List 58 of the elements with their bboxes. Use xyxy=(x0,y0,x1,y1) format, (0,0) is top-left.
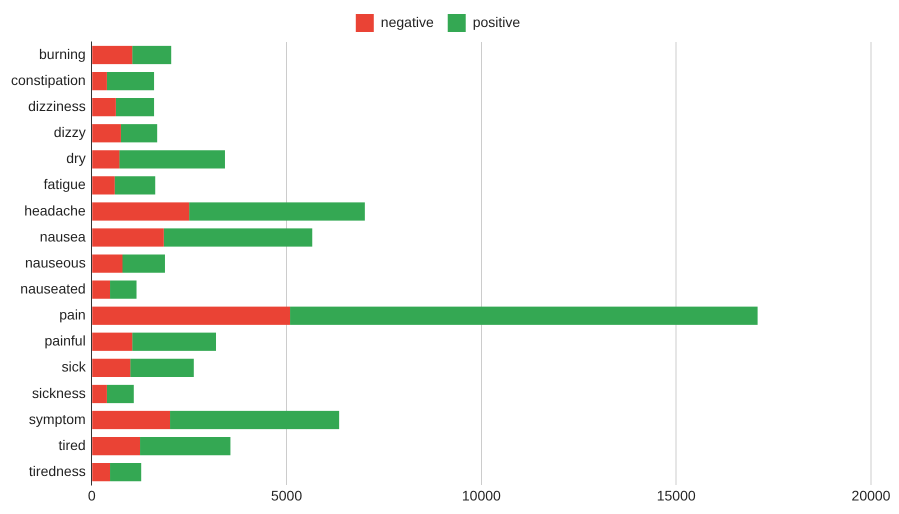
bar xyxy=(92,98,116,116)
y-tick-label: headache xyxy=(24,202,86,218)
bar xyxy=(120,124,158,142)
y-tick-label: nauseous xyxy=(25,254,86,270)
bar xyxy=(92,332,132,351)
y-tick-label: fatigue xyxy=(44,176,86,192)
x-tick-label: 5000 xyxy=(270,487,302,504)
y-tick-label: sick xyxy=(62,358,87,375)
x-tick-label: 20000 xyxy=(852,487,891,504)
y-tick-label: pain xyxy=(59,306,86,323)
y-tick-label: burning xyxy=(39,46,86,62)
bar xyxy=(140,436,230,456)
y-tick-label: tiredness xyxy=(28,463,86,480)
bar xyxy=(130,358,194,378)
y-tick-label: nauseated xyxy=(20,280,86,297)
bar xyxy=(290,306,758,325)
y-tick-label: dry xyxy=(66,150,86,166)
bar xyxy=(119,150,225,168)
bar xyxy=(92,124,121,142)
y-tick-label: sickness xyxy=(32,384,86,401)
x-tick-label: 15000 xyxy=(656,487,696,504)
y-tick-label: nausea xyxy=(40,228,86,244)
bar xyxy=(92,254,122,273)
bar xyxy=(110,280,137,299)
bar xyxy=(189,202,365,221)
bar xyxy=(116,98,154,116)
bar xyxy=(92,436,140,456)
bar xyxy=(110,463,142,482)
x-tick-label: 10000 xyxy=(462,487,502,504)
bar xyxy=(106,384,134,404)
bar xyxy=(92,46,132,64)
bar xyxy=(92,228,164,247)
y-tick-label: dizzy xyxy=(54,124,86,140)
bar xyxy=(92,306,290,325)
bar xyxy=(132,46,172,64)
bar xyxy=(92,280,110,299)
bar xyxy=(132,332,216,351)
bar xyxy=(92,410,170,430)
bar xyxy=(92,358,130,378)
bar xyxy=(92,463,110,482)
x-tick-label: 0 xyxy=(88,487,96,504)
bar xyxy=(92,72,107,90)
legend-label: positive xyxy=(472,14,520,30)
y-tick-label: symptom xyxy=(28,410,86,427)
y-tick-label: dizziness xyxy=(28,98,86,114)
bar xyxy=(114,176,156,195)
y-tick-label: tired xyxy=(58,436,86,453)
bar xyxy=(92,202,190,221)
bar xyxy=(164,228,312,247)
legend-label: negative xyxy=(380,14,434,30)
bar xyxy=(92,150,120,168)
bar xyxy=(122,254,165,273)
bar xyxy=(170,410,340,430)
y-tick-label: constipation xyxy=(11,72,86,88)
bar xyxy=(92,384,107,404)
bar xyxy=(106,72,154,90)
y-tick-label: painful xyxy=(44,332,86,349)
bar xyxy=(92,176,115,195)
